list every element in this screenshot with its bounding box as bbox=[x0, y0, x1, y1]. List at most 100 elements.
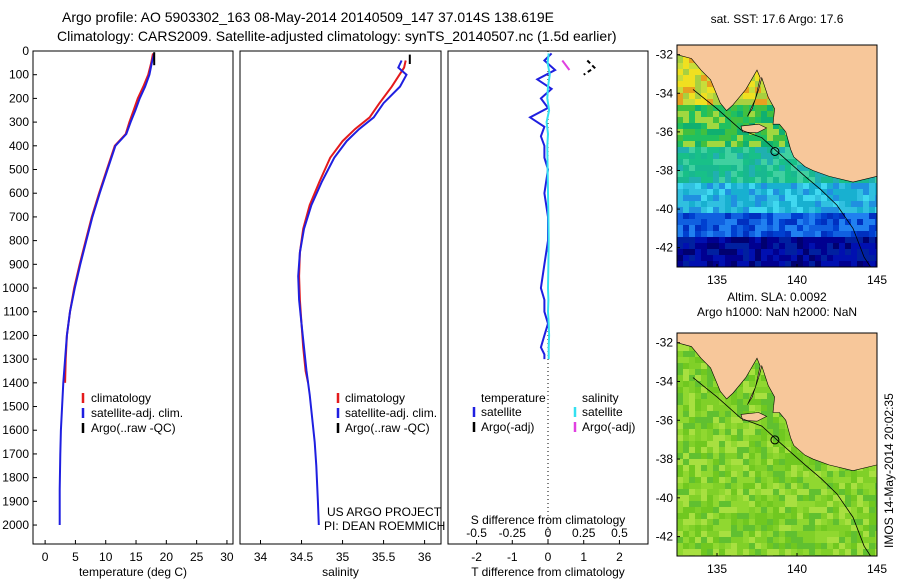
map-cell bbox=[869, 543, 875, 549]
map-cell bbox=[683, 183, 689, 189]
map-cell bbox=[749, 447, 755, 453]
map-cell bbox=[749, 459, 755, 465]
map-cell bbox=[701, 543, 707, 549]
map-cell bbox=[677, 543, 683, 549]
map-cell bbox=[737, 549, 743, 555]
map-cell bbox=[701, 147, 707, 153]
map-cell bbox=[839, 189, 845, 195]
map-cell bbox=[863, 213, 869, 219]
map-cell bbox=[683, 447, 689, 453]
map-cell bbox=[755, 453, 761, 459]
map-cell bbox=[707, 513, 713, 519]
map-lat-tick-label: -34 bbox=[656, 374, 674, 388]
salinity-legend-label: climatology bbox=[345, 391, 405, 405]
map-cell bbox=[719, 453, 725, 459]
map-cell bbox=[785, 207, 791, 213]
map-cell bbox=[749, 441, 755, 447]
map-cell bbox=[719, 519, 725, 525]
map-cell bbox=[749, 261, 755, 267]
map-cell bbox=[761, 405, 767, 411]
map-cell bbox=[785, 465, 791, 471]
map-cell bbox=[725, 141, 731, 147]
temperature-x-tick-label: 30 bbox=[220, 550, 234, 564]
map-cell bbox=[677, 393, 683, 399]
map-cell bbox=[803, 537, 809, 543]
map-cell bbox=[695, 207, 701, 213]
salinity-x-tick-label: 34 bbox=[254, 550, 268, 564]
map-cell bbox=[683, 129, 689, 135]
map-cell bbox=[797, 177, 803, 183]
map-cell bbox=[797, 459, 803, 465]
map-lat-tick-label: -32 bbox=[656, 48, 674, 62]
map-cell bbox=[677, 171, 683, 177]
map-cell bbox=[689, 219, 695, 225]
map-lat-tick-label: -40 bbox=[656, 202, 674, 216]
map-cell bbox=[767, 231, 773, 237]
map-cell bbox=[851, 261, 857, 267]
map-cell bbox=[779, 525, 785, 531]
map-cell bbox=[779, 249, 785, 255]
map-cell bbox=[719, 429, 725, 435]
map-cell bbox=[695, 255, 701, 261]
map-cell bbox=[707, 447, 713, 453]
map-cell bbox=[737, 105, 743, 111]
map-cell bbox=[761, 207, 767, 213]
map-cell bbox=[701, 117, 707, 123]
map-cell bbox=[695, 471, 701, 477]
map-cell bbox=[713, 255, 719, 261]
map-cell bbox=[863, 261, 869, 267]
map-cell bbox=[749, 207, 755, 213]
map-cell bbox=[689, 237, 695, 243]
map-cell bbox=[683, 549, 689, 555]
map-cell bbox=[863, 525, 869, 531]
sdiff-tick-label: 0.5 bbox=[611, 526, 628, 540]
map-cell bbox=[875, 207, 877, 213]
map-cell bbox=[863, 501, 869, 507]
map-cell bbox=[821, 237, 827, 243]
map-cell bbox=[803, 231, 809, 237]
map-cell bbox=[767, 249, 773, 255]
map-cell bbox=[779, 417, 785, 423]
map-cell bbox=[791, 453, 797, 459]
map-cell bbox=[695, 141, 701, 147]
map-cell bbox=[677, 177, 683, 183]
map-cell bbox=[827, 507, 833, 513]
map-cell bbox=[743, 489, 749, 495]
map-lat-tick-label: -42 bbox=[656, 241, 674, 255]
map-cell bbox=[803, 177, 809, 183]
map-cell bbox=[791, 549, 797, 555]
map-cell bbox=[803, 459, 809, 465]
map-cell bbox=[719, 489, 725, 495]
map-cell bbox=[737, 519, 743, 525]
map-cell bbox=[683, 543, 689, 549]
map-cell bbox=[779, 471, 785, 477]
map-cell bbox=[725, 231, 731, 237]
map-cell bbox=[689, 57, 695, 63]
map-cell bbox=[713, 99, 719, 105]
map-cell bbox=[761, 459, 767, 465]
map-cell bbox=[725, 537, 731, 543]
map-cell bbox=[737, 231, 743, 237]
map-cell bbox=[737, 117, 743, 123]
map-cell bbox=[809, 489, 815, 495]
map-cell bbox=[713, 501, 719, 507]
difference-line-sat_salinity bbox=[545, 53, 551, 360]
map-cell bbox=[701, 519, 707, 525]
map-cell bbox=[797, 531, 803, 537]
map-cell bbox=[701, 363, 707, 369]
map-cell bbox=[737, 207, 743, 213]
map-cell bbox=[749, 99, 755, 105]
map-cell bbox=[719, 447, 725, 453]
map-cell bbox=[683, 141, 689, 147]
map-cell bbox=[731, 501, 737, 507]
map-cell bbox=[743, 189, 749, 195]
map-cell bbox=[773, 543, 779, 549]
map-cell bbox=[683, 201, 689, 207]
map-cell bbox=[761, 261, 767, 267]
difference-line-satellite bbox=[528, 52, 557, 360]
map-cell bbox=[809, 549, 815, 555]
map-cell bbox=[869, 225, 875, 231]
map-cell bbox=[839, 231, 845, 237]
map-cell bbox=[851, 501, 857, 507]
map-cell bbox=[713, 495, 719, 501]
